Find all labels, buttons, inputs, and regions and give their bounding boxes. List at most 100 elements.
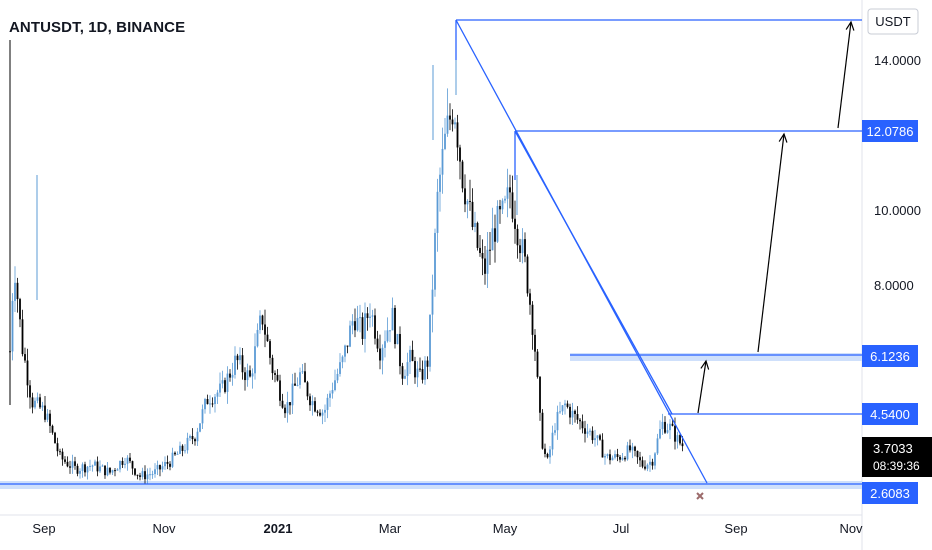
candle-body bbox=[509, 187, 511, 193]
candle-body bbox=[121, 460, 124, 465]
candle-body bbox=[429, 314, 431, 367]
candle-body bbox=[154, 469, 156, 475]
candle-body bbox=[436, 191, 439, 233]
time-tick-label: Nov bbox=[152, 521, 176, 536]
candle-body bbox=[489, 249, 491, 251]
candle-body bbox=[261, 315, 264, 325]
candle-body bbox=[614, 454, 616, 458]
candle-body bbox=[284, 407, 286, 414]
candle-body bbox=[331, 390, 334, 394]
candle-body bbox=[109, 467, 111, 473]
candle-body bbox=[294, 383, 296, 386]
candle-body bbox=[676, 435, 679, 442]
candle-body bbox=[251, 373, 254, 377]
candle-body bbox=[279, 380, 281, 401]
candle-body bbox=[664, 421, 666, 433]
candlestick-series bbox=[9, 25, 684, 484]
candle-body bbox=[341, 356, 344, 363]
candle-body bbox=[231, 374, 234, 378]
symbol-title: ANTUSDT, 1D, BINANCE bbox=[9, 19, 186, 36]
candle-body bbox=[354, 321, 356, 331]
candle-body bbox=[399, 334, 401, 367]
candle-body bbox=[36, 397, 39, 401]
price-label-12-0786-box[interactable] bbox=[862, 120, 918, 142]
candle-body bbox=[26, 360, 29, 386]
candle-body bbox=[406, 362, 409, 376]
candle-body bbox=[189, 436, 191, 438]
candle-body bbox=[141, 471, 144, 477]
candle-body bbox=[511, 192, 514, 219]
candle-body bbox=[611, 457, 614, 461]
candle-body bbox=[51, 425, 54, 433]
candle-body bbox=[301, 371, 304, 373]
candle-body bbox=[656, 438, 659, 454]
candle-body bbox=[274, 373, 276, 375]
candle-body bbox=[409, 349, 411, 363]
candle-body bbox=[321, 412, 324, 416]
candle-body bbox=[296, 384, 299, 386]
candle-body bbox=[99, 466, 101, 472]
price-label-4-54-box[interactable] bbox=[862, 403, 918, 425]
currency-label[interactable]: USDT bbox=[875, 14, 910, 29]
candle-body bbox=[416, 368, 419, 378]
candle-body bbox=[269, 341, 271, 358]
candle-body bbox=[204, 398, 206, 410]
candle-body bbox=[316, 411, 319, 413]
candle-body bbox=[566, 403, 569, 407]
candle-body bbox=[464, 188, 466, 205]
candle-body bbox=[46, 413, 49, 420]
candle-body bbox=[11, 300, 14, 352]
candle-body bbox=[356, 317, 359, 331]
candle-body bbox=[541, 412, 544, 449]
price-tick-label: 10.0000 bbox=[874, 203, 921, 218]
candle-body bbox=[546, 453, 549, 458]
candle-body bbox=[531, 304, 534, 335]
candle-body bbox=[481, 253, 484, 259]
time-tick-label: Nov bbox=[839, 521, 863, 536]
candle-body bbox=[466, 200, 469, 205]
candle-body bbox=[371, 315, 374, 317]
price-axis[interactable]: USDT 14.0000 10.0000 8.0000 12.0786 6.1236 4.5… bbox=[862, 8, 932, 504]
candle-body bbox=[166, 461, 169, 464]
candle-body bbox=[536, 351, 539, 377]
candle-body bbox=[559, 411, 561, 413]
candle-body bbox=[479, 247, 481, 254]
resistance-zone bbox=[570, 353, 862, 361]
candle-body bbox=[146, 474, 149, 480]
candle-body bbox=[131, 461, 134, 469]
candle-body bbox=[526, 256, 529, 294]
candle-body bbox=[16, 282, 19, 300]
candle-body bbox=[529, 293, 531, 305]
candle-body bbox=[606, 454, 609, 457]
currency-badge[interactable] bbox=[867, 8, 919, 35]
candle-body bbox=[64, 459, 66, 462]
candle-body bbox=[41, 405, 44, 408]
projection-arrow-3-head bbox=[845, 20, 855, 31]
price-label-2-6083-box[interactable] bbox=[862, 482, 918, 504]
candle-body bbox=[106, 467, 109, 476]
candle-body bbox=[386, 330, 389, 342]
candle-body bbox=[276, 374, 279, 381]
candle-body bbox=[564, 403, 566, 406]
candle-body bbox=[521, 239, 524, 254]
candle-body bbox=[534, 334, 536, 352]
candle-body bbox=[66, 461, 69, 467]
candle-body bbox=[314, 401, 316, 412]
candle-body bbox=[591, 430, 594, 441]
price-label-6-1236-box[interactable] bbox=[862, 345, 918, 367]
time-axis[interactable]: Sep Nov 2021 Mar May Jul Sep Nov bbox=[32, 521, 863, 536]
candle-body bbox=[589, 430, 591, 432]
candle-body bbox=[484, 258, 486, 274]
candle-body bbox=[309, 396, 311, 406]
drawings-layer bbox=[0, 19, 862, 500]
candle-body bbox=[441, 148, 444, 175]
candle-body bbox=[81, 464, 84, 471]
candle-body bbox=[364, 313, 366, 339]
candle-body bbox=[439, 174, 441, 192]
candle-body bbox=[221, 380, 224, 384]
support-resistance-zones bbox=[0, 353, 862, 489]
candle-body bbox=[654, 453, 656, 466]
candle-body bbox=[256, 329, 259, 347]
current-price-box[interactable] bbox=[862, 437, 932, 477]
